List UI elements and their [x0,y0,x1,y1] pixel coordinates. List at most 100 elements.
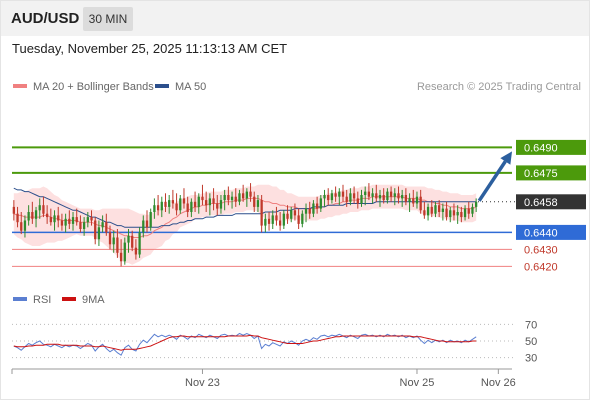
candle-body-100 [382,195,385,201]
candle-body-125 [475,201,478,207]
candle-body-13 [60,220,64,226]
candle-body-74 [286,213,289,219]
bollinger-band-layer [13,184,477,265]
candle-body-10 [49,217,52,223]
candles-layer [12,183,478,267]
candle-body-43 [171,200,175,204]
candle-body-14 [64,218,67,226]
candle-body-62 [242,193,245,199]
forecast-arrow-layer [477,151,512,202]
candle-body-101 [386,191,389,201]
candle-body-4 [27,212,30,221]
candle-body-40 [160,201,163,211]
candle-body-45 [179,198,182,211]
candle-body-28 [116,237,119,253]
candle-body-72 [278,220,282,226]
candle-body-39 [156,205,160,211]
candle-body-118 [449,210,452,218]
candle-body-58 [227,195,230,201]
candle-body-115 [438,205,441,212]
candle-body-86 [330,193,334,201]
candle-body-79 [304,208,308,214]
legend-label-9ma: 9MA [82,294,105,306]
candle-body-70 [271,215,274,224]
candle-body-95 [364,191,367,195]
candle-body-57 [223,195,226,201]
candle-body-46 [182,198,186,204]
candle-body-27 [112,237,115,245]
candle-body-68 [264,218,267,226]
legend-swatch-9ma [62,297,76,301]
candle-body-32 [131,235,134,248]
candle-body-7 [38,205,41,211]
level-label-1: 0.6475 [524,168,558,180]
chart-datetime: Tuesday, November 25, 2025 11:13:13 AM C… [12,41,288,56]
candle-body-22 [94,220,97,240]
candle-body-80 [308,208,311,214]
rsi-tick-0: 70 [525,319,537,331]
candle-body-84 [323,195,326,199]
candle-body-42 [168,200,171,207]
candle-body-123 [467,208,470,214]
candle-body-59 [230,196,234,201]
candle-body-56 [219,200,223,209]
candle-body-94 [360,195,363,204]
legend-label-rsi: RSI [33,294,51,306]
candle-body-114 [434,205,437,214]
rsi-tick-2: 30 [525,353,537,365]
candle-body-52 [205,200,208,206]
candle-body-41 [164,201,167,207]
chart-credit: Research © 2025 Trading Central [417,81,581,93]
candle-body-33 [134,247,138,255]
candle-body-106 [404,195,408,202]
candle-body-54 [212,198,215,204]
candle-body-17 [75,217,78,223]
rsi-ma-line [13,334,477,351]
candle-body-102 [389,191,393,197]
level-label-3: 0.6440 [524,227,558,239]
candle-body-87 [334,193,337,197]
legend-swatch-ma50 [155,84,169,88]
candle-body-73 [282,213,285,226]
candle-body-18 [79,222,82,229]
legend-swatch-rsi [13,297,27,301]
candle-body-89 [341,191,345,197]
candle-body-16 [71,217,75,224]
candle-body-117 [445,208,448,218]
candle-body-108 [412,198,415,204]
candle-body-77 [297,215,300,224]
candle-body-31 [127,235,130,243]
candle-body-81 [312,203,315,214]
candle-body-103 [393,193,396,197]
candle-body-60 [234,196,237,202]
candle-body-124 [471,206,474,214]
candle-body-75 [290,210,293,219]
candle-body-91 [349,193,352,202]
candle-body-3 [23,220,27,231]
rsi-line [13,332,477,356]
candle-body-121 [460,212,463,218]
forecast-arrow-shaft [477,160,507,202]
candle-body-20 [86,217,89,223]
candle-body-92 [352,193,356,199]
time-tick-label-1: Nov 25 [400,377,435,389]
candle-body-53 [208,198,212,206]
candle-body-119 [452,210,456,216]
candle-body-69 [267,218,271,224]
candle-body-47 [186,203,189,212]
rsi-tick-1: 50 [525,336,537,348]
candle-body-122 [463,208,467,218]
candle-body-88 [338,191,341,197]
candle-body-105 [401,195,404,199]
candle-body-44 [175,203,178,211]
candle-body-112 [426,206,430,216]
candle-body-37 [149,212,152,228]
candle-body-11 [53,215,56,223]
level-label-2: 0.6458 [524,197,558,209]
candle-body-15 [68,218,71,224]
candle-body-110 [419,196,422,211]
candle-body-48 [190,201,193,212]
candle-body-34 [138,232,141,255]
timeframe-button[interactable]: 30 MIN [83,7,133,31]
